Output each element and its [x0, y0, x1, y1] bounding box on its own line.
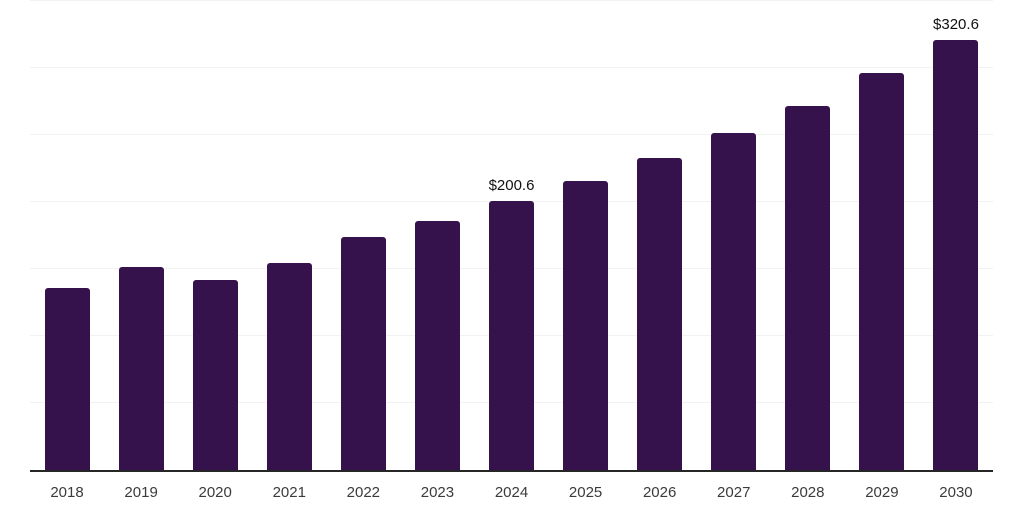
bar-2025: [563, 181, 609, 470]
x-axis-label-2020: 2020: [198, 484, 232, 501]
bars: $200.6 $320.6: [30, 1, 993, 470]
x-axis-label-2019: 2019: [124, 484, 158, 501]
x-axis-labels: 2018 2019 2020 2021 2022 2023 2024 2025 2026 2027…: [30, 483, 993, 502]
bar-slot-2030: $320.6: [919, 1, 993, 470]
plot-area: $200.6 $320.6: [30, 0, 993, 472]
bar-2019: [118, 267, 164, 470]
x-axis-label-2021: 2021: [272, 484, 306, 501]
bar-slot-2018: [30, 1, 104, 470]
bar-2020: [192, 280, 238, 470]
bar-slot-2024: $200.6: [474, 1, 548, 470]
bar-slot-2029: [845, 1, 919, 470]
bar-slot-2026: [623, 1, 697, 470]
bar-slot-2019: [104, 1, 178, 470]
gridline: [30, 0, 993, 1]
bar-2030: [933, 40, 979, 470]
bar-value-label-2030: $320.6: [933, 16, 979, 33]
x-axis-label-2026: 2026: [642, 484, 677, 501]
bar-2026: [637, 158, 683, 470]
bar-slot-2023: [400, 1, 474, 470]
bar-value-label-2024: $200.6: [488, 177, 535, 194]
x-axis-label-2028: 2028: [791, 484, 825, 501]
bar-2028: [785, 106, 831, 470]
x-axis-label-2024: 2024: [494, 484, 529, 501]
bar-slot-2020: [178, 1, 252, 470]
bar-2018: [44, 288, 90, 470]
bar-slot-2028: [771, 1, 845, 470]
bar-2027: [711, 133, 757, 470]
gridline: [30, 67, 993, 68]
x-axis-label-2025: 2025: [568, 484, 603, 501]
bar-2029: [859, 73, 905, 470]
bar-2023: [414, 221, 460, 470]
x-axis-label-2023: 2023: [420, 484, 455, 501]
bar-slot-2025: [549, 1, 623, 470]
bar-slot-2027: [697, 1, 771, 470]
bar-2021: [266, 263, 312, 470]
bar-slot-2021: [252, 1, 326, 470]
x-axis-label-2027: 2027: [717, 484, 751, 501]
x-axis-label-2030: 2030: [939, 484, 973, 501]
gridline: [30, 134, 993, 135]
x-axis-label-2022: 2022: [346, 484, 381, 501]
bar-2022: [340, 237, 386, 470]
bar-2024: [489, 201, 534, 470]
x-axis-label-2018: 2018: [50, 484, 84, 501]
x-axis-label-2029: 2029: [865, 484, 899, 501]
bar-slot-2022: [326, 1, 400, 470]
